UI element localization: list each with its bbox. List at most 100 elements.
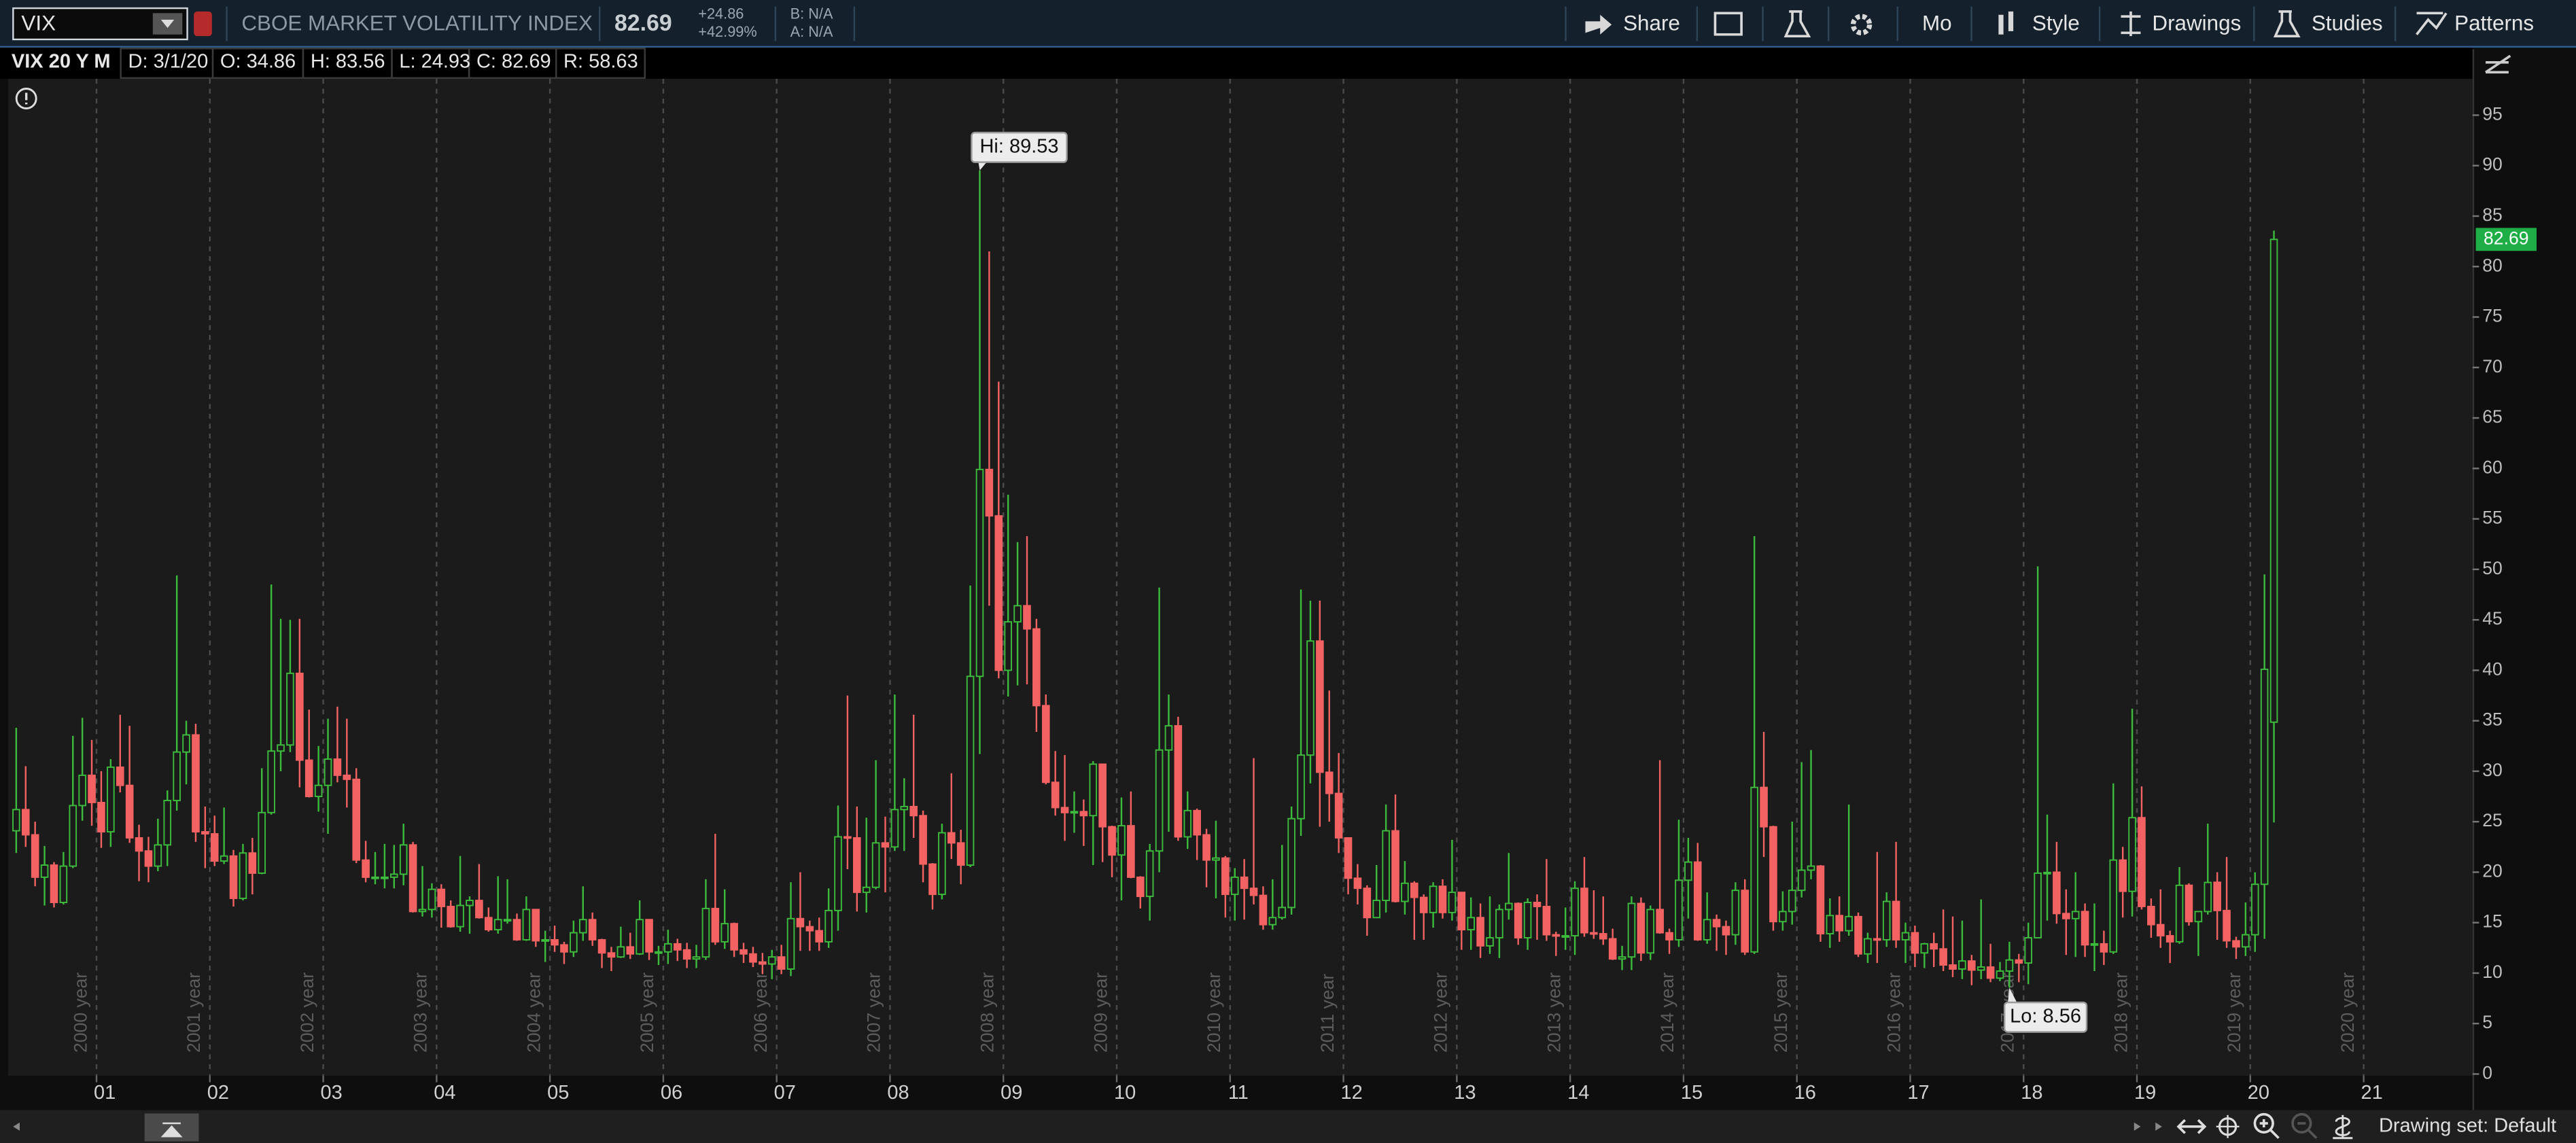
zoom-out-icon[interactable] — [2291, 1112, 2312, 1134]
annotation-layer: Hi: 89.53 Lo: 8.56 82.69 — [971, 131, 2537, 1033]
candle-body — [2071, 911, 2080, 919]
candle-body — [1864, 938, 1872, 955]
thumb-icon — [160, 1122, 183, 1138]
candle-body — [1646, 909, 1655, 954]
zoom-in-mark — [2259, 1119, 2280, 1140]
flask-icon[interactable] — [1783, 10, 1811, 37]
drawings-icon[interactable] — [2121, 11, 2141, 37]
candle-body — [2242, 934, 2250, 948]
candle-body — [1750, 786, 1758, 953]
annotation-box — [971, 131, 1068, 163]
candle-body — [1911, 932, 1919, 954]
candle-body — [824, 909, 833, 943]
candle-body — [655, 951, 663, 954]
candle-body — [759, 961, 767, 965]
candle-body — [834, 836, 842, 911]
scroll-left[interactable] — [13, 1122, 20, 1131]
candle-layer — [12, 170, 2278, 988]
patterns-button[interactable]: Patterns — [2454, 12, 2534, 35]
candle-body — [1892, 900, 1900, 940]
candle-body — [2034, 872, 2042, 938]
year-label: 2000 year — [70, 972, 90, 1053]
last-price: 82.69 — [614, 10, 672, 36]
year-label: 2008 year — [977, 972, 997, 1053]
candle-body — [1835, 915, 1844, 932]
legend-range: R: 58.63 — [563, 50, 638, 72]
candle-body — [2223, 909, 2231, 942]
candle-body — [1278, 907, 1287, 919]
high-annotation: Hi: 89.53 — [979, 136, 1058, 158]
candle-body — [739, 949, 748, 955]
y-tick-label: 85 — [2482, 205, 2503, 225]
legend-bar — [0, 48, 2473, 79]
candle-body — [78, 774, 86, 807]
candle-body — [182, 734, 190, 753]
candle-body — [69, 805, 77, 867]
candle-body — [371, 876, 379, 879]
settings-icon[interactable] — [1850, 14, 1873, 35]
price-icon[interactable] — [2333, 1114, 2353, 1140]
legend-date: D: 3/1/20 — [128, 50, 209, 72]
snapshot-icon[interactable] — [1713, 12, 1743, 36]
style-icon[interactable] — [1998, 11, 2014, 35]
studies-button[interactable]: Studies — [2312, 12, 2383, 35]
candle-body — [1561, 935, 1569, 938]
candle-body — [2269, 239, 2278, 723]
candle-body — [239, 852, 247, 900]
scroll-arrows[interactable] — [2134, 1122, 2162, 1131]
candle-body — [1958, 960, 1966, 970]
zoom-in-icon[interactable] — [2253, 1112, 2274, 1134]
candle-body — [541, 938, 549, 942]
drawing-set[interactable]: Drawing set: Default — [2379, 1114, 2556, 1136]
axis-icon[interactable] — [2485, 54, 2511, 74]
description: CBOE MARKET VOLATILITY INDEX — [241, 12, 593, 35]
expand-icon[interactable] — [2176, 1119, 2207, 1134]
candle-body — [1098, 763, 1107, 828]
candle-body — [522, 909, 531, 940]
candle-body — [682, 949, 691, 960]
candle-body — [1533, 902, 1542, 907]
candle-body — [296, 672, 304, 761]
candle-body — [597, 938, 606, 954]
alert-icon[interactable] — [15, 88, 37, 109]
candle-body — [1816, 865, 1825, 935]
candle-body — [1155, 749, 1164, 852]
link-icon[interactable] — [194, 11, 212, 37]
x-tick-label: 18 — [2021, 1082, 2042, 1104]
share-icon[interactable] — [1585, 14, 1612, 35]
candle-body — [163, 800, 172, 846]
candle-body — [1240, 876, 1249, 890]
candle-body — [343, 774, 351, 780]
candle-body — [692, 956, 701, 960]
last-price-label: 82.69 — [2484, 228, 2529, 248]
year-label: 2006 year — [750, 972, 771, 1053]
candle-body — [1164, 725, 1173, 751]
patterns-icon[interactable] — [2416, 12, 2448, 35]
x-tick-label: 13 — [1454, 1082, 1476, 1104]
candle-body — [805, 926, 814, 932]
candle-body — [1769, 826, 1777, 923]
style-button[interactable]: Style — [2032, 12, 2080, 35]
share-button[interactable]: Share — [1623, 12, 1680, 35]
candle-body — [975, 468, 984, 678]
candle-body — [796, 917, 805, 928]
candle-body — [1523, 902, 1532, 938]
candle-body — [767, 956, 776, 965]
candle-body — [881, 842, 890, 848]
candle-body — [588, 919, 597, 940]
y-tick-label: 70 — [2482, 356, 2503, 376]
candle-body — [1174, 725, 1183, 838]
symbol[interactable]: VIX — [21, 12, 56, 35]
x-tick-label: 09 — [1000, 1082, 1022, 1104]
candle-body — [389, 873, 398, 878]
candle-body — [210, 833, 219, 862]
candle-body — [12, 809, 20, 832]
aggregation-button[interactable]: Mo — [1922, 12, 1952, 35]
candle-body — [1419, 896, 1428, 913]
studies-icon[interactable] — [2273, 10, 2301, 37]
drawings-button[interactable]: Drawings — [2152, 12, 2241, 35]
x-tick-label: 06 — [661, 1082, 682, 1104]
y-tick-label: 90 — [2482, 154, 2503, 175]
candle-body — [1930, 943, 1938, 950]
candle-body — [418, 909, 427, 913]
